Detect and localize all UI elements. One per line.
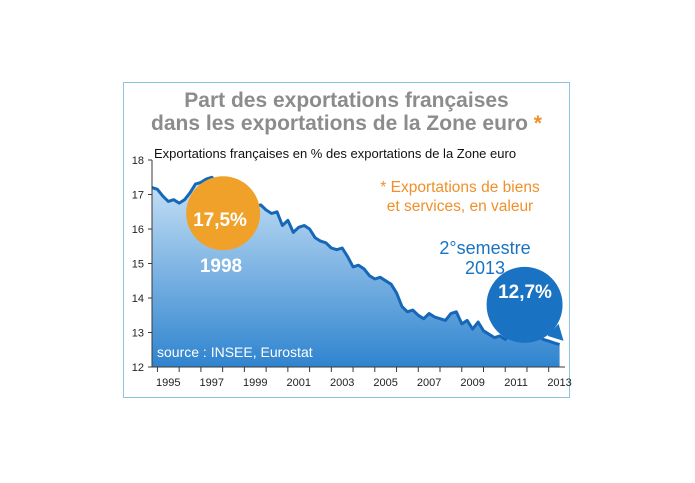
x-tick-label: 1999 xyxy=(243,377,267,389)
bubble-1998-value: 17,5% xyxy=(193,210,247,231)
x-tick-label: 2005 xyxy=(373,377,397,389)
y-tick-label: 13 xyxy=(132,328,144,340)
x-tick-label: 2009 xyxy=(460,377,484,389)
bubble-1998 xyxy=(186,176,261,251)
x-tick-label: 2001 xyxy=(286,377,310,389)
x-tick-label: 1997 xyxy=(200,377,224,389)
chart-title-marker: * xyxy=(533,112,542,135)
bubble-2013-value: 12,7% xyxy=(498,282,552,303)
footnote-line-2: et services, en valeur xyxy=(386,198,534,215)
arrow-head xyxy=(547,323,564,341)
y-tick-label: 17 xyxy=(132,190,144,202)
chart-source: source : INSEE, Eurostat xyxy=(157,344,313,360)
chart-title-line-2: dans les exportations de la Zone euro * xyxy=(123,113,570,135)
x-tick-label: 2007 xyxy=(417,377,441,389)
x-tick-label: 2003 xyxy=(330,377,354,389)
annotation-2013-label-line-1: 2°semestre xyxy=(439,238,531,258)
annotation-2013-label-line-2: 2013 xyxy=(464,258,506,278)
y-tick-label: 18 xyxy=(132,155,144,167)
annotation-1998-label: 1998 xyxy=(199,256,243,277)
x-tick-label: 1995 xyxy=(156,377,180,389)
x-tick-label: 2013 xyxy=(547,377,571,389)
chart-subtitle: Exportations françaises en % des exporta… xyxy=(154,146,517,161)
chart-title-line-1: Part des exportations françaises xyxy=(184,89,509,112)
y-tick-label: 16 xyxy=(132,224,144,236)
y-tick-label: 15 xyxy=(132,259,144,271)
chart-footnote: * Exportations de biens et services, en … xyxy=(355,178,565,216)
footnote-line-1: * Exportations de biens xyxy=(380,179,540,196)
y-tick-label: 14 xyxy=(132,293,144,305)
y-tick-label: 12 xyxy=(132,362,144,374)
bubble-2013 xyxy=(486,266,563,343)
x-tick-label: 2011 xyxy=(504,377,528,389)
chart-title-line-2-text: dans les exportations de la Zone euro xyxy=(151,112,528,135)
annotation-2013-label: 2°semestre 2013 xyxy=(430,238,540,278)
